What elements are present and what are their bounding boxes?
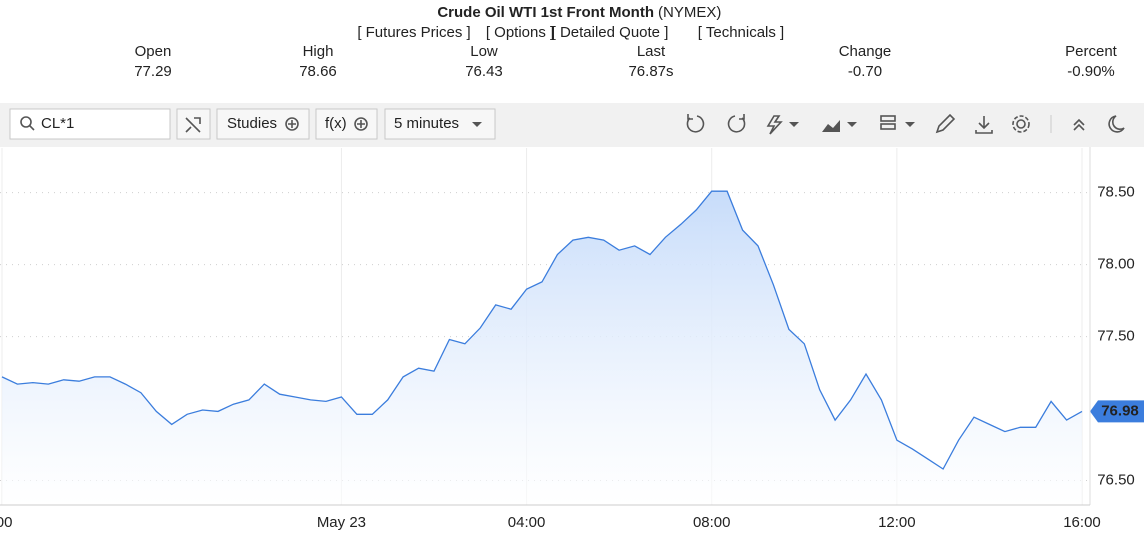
quote-value: -0.70 [848,63,882,80]
compare-button[interactable] [176,108,211,140]
fx: f(x) [325,115,347,132]
quote-value: 76.87s [628,63,673,80]
link[interactable]: [ Options ] [486,24,554,41]
area [2,191,1082,505]
quote-label: Percent [1065,43,1118,60]
quote-value: 77.29 [134,63,172,80]
link[interactable]: [ Technicals ] [698,24,784,41]
quote-label: Open [135,43,172,60]
x-tick-label: May 23 [317,514,366,531]
x-tick-label: :00 [0,514,12,531]
quote: Open 77.29 High 78.66 Low 76.43 Last 76.87s Chan… [134,43,1117,80]
links: [ Futures Prices ] [ Options ][ Detailed … [357,24,784,41]
x-tick-label: 12:00 [878,514,916,531]
last-price-badge [1090,400,1144,423]
quote-label: Change [839,43,892,60]
y-tick-label: 78.50 [1097,184,1135,201]
line [1,190,1083,470]
quote-value: -0.90% [1067,63,1115,80]
x-tick-label: 04:00 [508,514,546,531]
quote-value: 78.66 [299,63,337,80]
quote-label: High [303,43,334,60]
x-tick-label: 16:00 [1063,514,1101,531]
quote-label: Last [637,43,666,60]
studies: Studies [227,115,277,132]
y-tick-label: 78.00 [1097,256,1135,273]
y-tick-label: 76.50 [1097,471,1135,488]
plot: :00 May 23 04:00 08:00 12:00 16:00 76.50 77.50 7… [0,148,1144,531]
toolbar [0,103,1144,147]
quote-value: 76.43 [465,63,503,80]
link[interactable]: [ Detailed Quote ] [552,24,669,41]
last-price-label: 76.98 [1101,402,1139,419]
link[interactable]: [ Futures Prices ] [357,24,470,41]
symbol: CL*1 [41,115,74,132]
quote-label: Low [470,43,498,60]
interval: 5 minutes [394,115,459,132]
x-tick-label: 08:00 [693,514,731,531]
y-tick-label: 77.50 [1097,328,1135,345]
title: Crude Oil WTI 1st Front Month [437,4,654,21]
search-box[interactable] [9,108,171,140]
exchange: (NYMEX) [658,4,721,21]
toolbar-icons[interactable] [686,113,1125,135]
